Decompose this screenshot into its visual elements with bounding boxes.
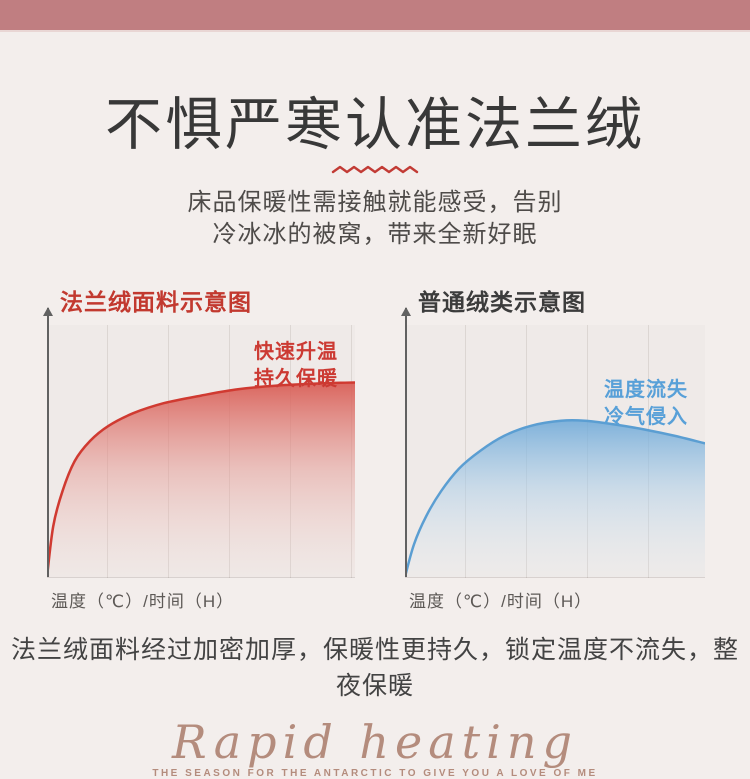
chart-ordinary-fleece: 普通绒类示意图 温度流失 冷气侵入 温度（℃）/时间（H） [401,283,705,612]
chart-title-ordinary: 普通绒类示意图 [418,288,586,315]
subtitle-line-2: 冷冰冰的被窝，带来全新好眠 [212,220,538,248]
footer-description: 法兰绒面料经过加密加厚，保暖性更持久，锁定温度不流失，整夜保暖 [10,635,739,700]
plot-area-ordinary: 温度流失 冷气侵入 [401,306,705,578]
script-tagline: Rapid heating [172,714,578,769]
axis-arrow-icon [401,306,411,316]
plot-area-flannel: 快速升温 持久保暖 [43,306,355,578]
x-axis-label-ordinary: 温度（℃）/时间（H） [409,591,593,611]
x-axis-label-flannel: 温度（℃）/时间（H） [51,591,235,611]
y-axis-ordinary [401,306,411,577]
annotation-line-1: 快速升温 [254,340,338,363]
annotation-line-1: 温度流失 [604,378,688,401]
y-axis-flannel [43,306,53,577]
annotation-ordinary: 温度流失 冷气侵入 [604,377,688,431]
caps-tagline: THE SEASON FOR THE ANTARCTIC TO GIVE YOU… [152,767,598,779]
zigzag-icon [331,165,419,173]
subtitle-line-1: 床品保暖性需接触就能感受，告别 [187,188,563,216]
subtitle: 床品保暖性需接触就能感受，告别 冷冰冰的被窝，带来全新好眠 [0,187,750,251]
zigzag-underline [0,163,750,175]
chart-title-flannel: 法兰绒面料示意图 [60,288,252,315]
annotation-line-2: 冷气侵入 [604,405,688,428]
area-curve-flannel [47,380,355,577]
annotation-flannel: 快速升温 持久保暖 [254,339,338,393]
area-curve-ordinary [405,418,705,577]
chart-flannel: 法兰绒面料示意图 快速升温 持久保暖 温度（℃）/时间（H） [43,283,355,612]
annotation-line-2: 持久保暖 [254,367,338,390]
top-color-band [0,0,750,32]
axis-arrow-icon [43,306,53,316]
page-title: 不惧严寒认准法兰绒 [105,93,645,157]
charts-row: 法兰绒面料示意图 快速升温 持久保暖 温度（℃）/时间（H） 普通绒类示意 [0,283,750,612]
